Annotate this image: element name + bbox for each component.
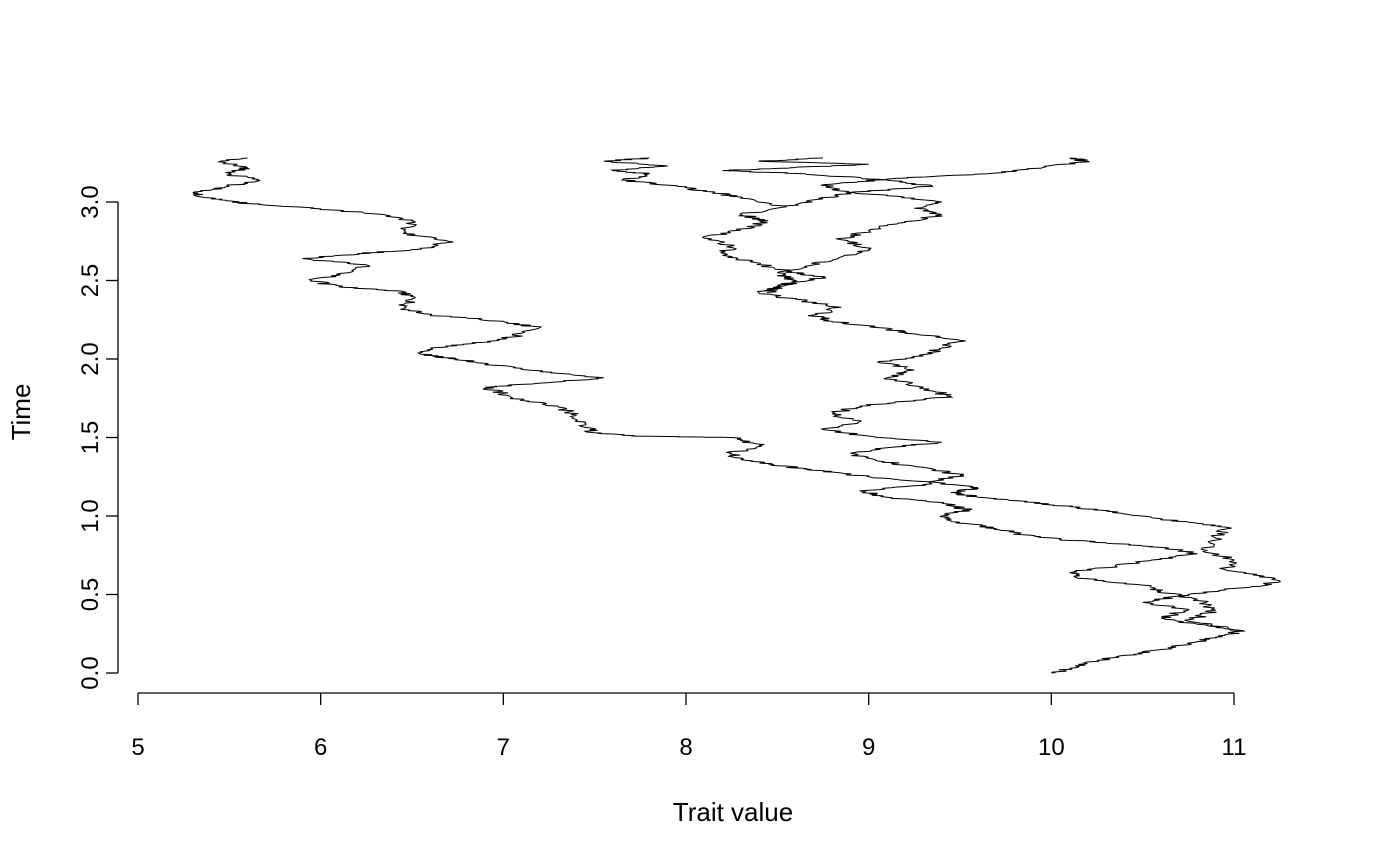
x-axis-title: Trait value <box>673 797 793 827</box>
lineage-path-2 <box>192 157 1282 632</box>
y-tick-label: 0.0 <box>77 656 104 689</box>
y-tick-label: 0.5 <box>77 578 104 611</box>
lineage-path-4 <box>764 157 1090 294</box>
x-tick-label: 9 <box>862 734 875 761</box>
y-tick-label: 1.5 <box>77 421 104 454</box>
x-tick-label: 8 <box>679 734 692 761</box>
lineage-path-5 <box>722 157 934 208</box>
x-tick-label: 5 <box>131 734 144 761</box>
lineage-path-1 <box>1051 630 1246 674</box>
x-tick-label: 7 <box>497 734 510 761</box>
y-tick-label: 1.0 <box>77 499 104 532</box>
y-axis-ticks: 0.0 0.5 1.0 1.5 2.0 2.5 3.0 <box>77 185 118 690</box>
x-tick-label: 11 <box>1222 734 1247 761</box>
x-axis-ticks: 5 6 7 8 9 10 11 <box>131 693 1246 761</box>
x-tick-label: 6 <box>314 734 327 761</box>
x-tick-label: 10 <box>1038 734 1065 761</box>
y-tick-label: 2.5 <box>77 264 104 297</box>
y-axis-title: Time <box>6 384 36 441</box>
y-tick-label: 3.0 <box>77 185 104 218</box>
lineage-paths <box>192 157 1282 674</box>
y-tick-label: 2.0 <box>77 342 104 375</box>
lineage-path-3 <box>603 157 1244 632</box>
